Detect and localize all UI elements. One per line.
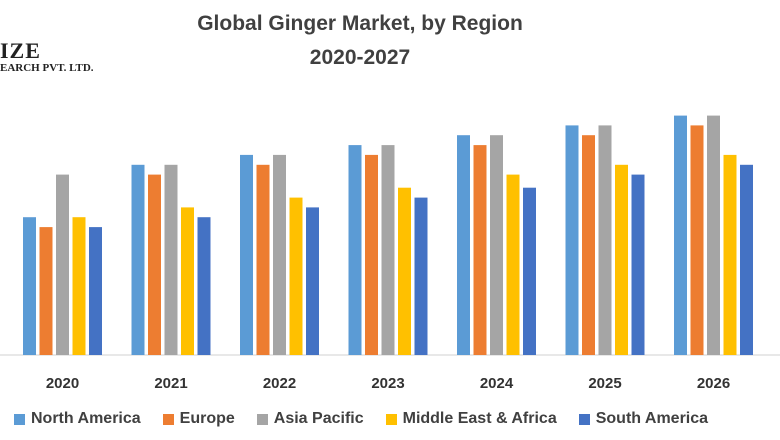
bar-europe-2022	[256, 164, 270, 355]
bar-north-america-2022	[240, 154, 253, 355]
bar-middle-east-africa-2026	[723, 154, 737, 355]
legend-label: Asia Pacific	[273, 410, 364, 427]
bar-europe-2025	[582, 135, 595, 355]
x-tick-label: 2020	[46, 375, 79, 392]
watermark-logo-text: IZE	[0, 38, 41, 63]
bar-north-america-2026	[674, 115, 687, 355]
bar-asia-pacific-2022	[273, 154, 286, 355]
bar-middle-east-africa-2022	[289, 197, 303, 355]
bar-asia-pacific-2026	[707, 115, 720, 355]
legend-swatch	[256, 413, 268, 425]
legend-swatch	[578, 413, 590, 425]
bar-europe-2021	[148, 174, 161, 355]
legend-swatch	[14, 413, 25, 425]
bar-europe-2024	[473, 145, 487, 355]
bar-north-america-2024	[457, 135, 470, 355]
bar-asia-pacific-2024	[490, 135, 503, 355]
bar-south-america-2025	[631, 174, 645, 355]
legend-label: Middle East & Africa	[402, 410, 557, 427]
bar-asia-pacific-2023	[381, 145, 395, 355]
bar-chart: 2020 2021 2022 2023 2024 2025 2026	[0, 115, 780, 392]
bar-europe-2026	[690, 125, 704, 356]
legend-item: Europe	[162, 410, 235, 428]
bar-north-america-2021	[131, 164, 145, 355]
bar-north-america-2020	[23, 217, 36, 355]
bar-middle-east-africa-2023	[398, 187, 411, 355]
legend-item: Asia Pacific	[256, 410, 364, 428]
bar-north-america-2023	[348, 145, 362, 355]
bar-south-america-2021	[197, 217, 211, 355]
bar-north-america-2025	[565, 125, 579, 356]
bar-middle-east-africa-2025	[615, 164, 628, 355]
bar-europe-2020	[39, 227, 53, 355]
legend-swatch	[385, 413, 397, 425]
watermark-logo-subtext: EARCH PVT. LTD.	[0, 62, 94, 74]
bar-south-america-2022	[306, 207, 319, 355]
legend-item: Middle East & Africa	[385, 410, 557, 428]
bar-middle-east-africa-2020	[72, 217, 86, 355]
bar-south-america-2020	[89, 227, 102, 355]
bar-asia-pacific-2025	[598, 125, 612, 356]
legend-swatch	[162, 413, 174, 425]
x-tick-label: 2021	[154, 375, 187, 392]
legend-label: South America	[595, 410, 709, 427]
bar-europe-2023	[365, 154, 378, 355]
chart-title-line1: Global Ginger Market, by Region	[197, 12, 523, 35]
legend-item: North America	[14, 410, 141, 428]
legend-label: North America	[31, 410, 141, 427]
chart-legend: North America Europe Asia Pacific Middle Ea…	[14, 410, 708, 428]
bar-south-america-2026	[740, 164, 753, 355]
bar-south-america-2024	[523, 187, 536, 355]
x-tick-label: 2023	[371, 375, 404, 392]
x-tick-label: 2022	[263, 375, 296, 392]
x-tick-label: 2025	[588, 375, 621, 392]
bar-south-america-2023	[414, 197, 428, 355]
bar-asia-pacific-2020	[56, 174, 69, 355]
chart-title-line2: 2020-2027	[309, 46, 411, 69]
bar-middle-east-africa-2024	[506, 174, 520, 355]
x-tick-label: 2026	[697, 375, 730, 392]
x-tick-label: 2024	[480, 375, 514, 392]
bar-asia-pacific-2021	[164, 164, 178, 355]
legend-label: Europe	[179, 410, 235, 427]
legend-item: South America	[578, 410, 709, 428]
bar-middle-east-africa-2021	[181, 207, 194, 355]
